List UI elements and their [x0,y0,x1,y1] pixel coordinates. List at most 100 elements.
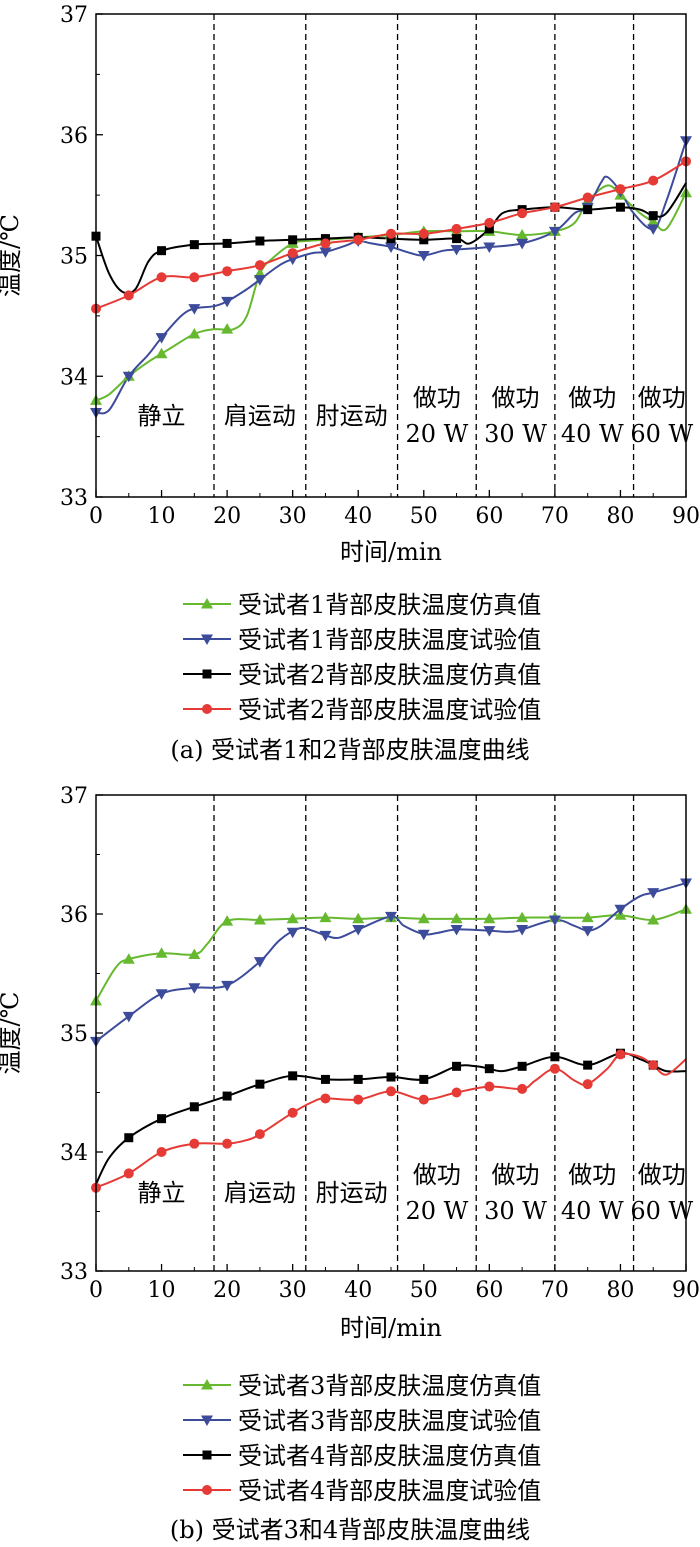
data-point-circle [549,1063,560,1074]
data-point-triangle-up [516,228,529,240]
data-point-square [189,1102,199,1112]
data-point-triangle-down [221,980,234,992]
data-point-square [550,1052,560,1062]
data-point-circle [287,248,298,259]
data-point-triangle-down [253,957,266,968]
x-tick-label: 40 [344,1278,372,1303]
data-point-square [189,240,199,250]
data-point-circle [648,175,659,186]
data-point-square [583,205,593,215]
data-point-square [255,1079,265,1089]
phase-label: 静立 [138,402,186,430]
phase-label: 做功 [413,384,461,412]
data-point-circle [615,184,626,195]
data-point-triangle-up [352,912,365,924]
phase-label: 40 W [561,1197,624,1225]
y-axis-title: 温度/℃ [0,214,24,297]
x-tick-label: 0 [89,504,103,529]
data-point-square [452,234,462,244]
data-point-triangle-down [417,929,430,941]
data-point-triangle-up [188,948,201,959]
phase-label: 30 W [484,420,547,448]
data-point-square [615,202,625,212]
x-tick-label: 60 [475,504,503,529]
x-tick-label: 20 [213,1278,241,1303]
data-point-square [484,224,494,234]
data-point-triangle-down [188,304,201,315]
phase-label: 做功 [638,384,686,412]
data-point-triangle-up [201,598,213,609]
x-tick-label: 60 [475,1278,503,1303]
data-point-triangle-up [221,323,234,334]
x-tick-label: 70 [541,1278,569,1303]
phase-label: 60 W [630,420,693,448]
x-axis-title: 时间/min [340,1314,442,1342]
data-point-square [202,669,212,679]
y-tick-label: 35 [60,1022,88,1047]
data-point-square [124,1133,134,1143]
data-point-circle [202,704,212,714]
y-tick-label: 34 [60,365,88,390]
data-point-square [222,238,232,248]
x-tick-label: 90 [672,1278,700,1303]
data-point-triangle-down [581,926,594,937]
phase-label: 肩运动 [224,402,296,430]
figure-caption: (a) 受试者1和2背部皮肤温度曲线 [170,736,529,764]
phase-label: 做功 [568,384,616,412]
data-point-circle [582,1079,593,1090]
data-point-triangle-down [385,242,397,254]
data-point-triangle-down [122,371,135,383]
phase-label: 肩运动 [224,1179,296,1207]
data-point-circle [418,1094,429,1105]
series-line [95,184,687,402]
legend-entry: 受试者1背部皮肤温度仿真值 [238,591,541,619]
data-point-square [157,1114,167,1124]
y-tick-label: 37 [60,784,88,809]
series-line [95,908,687,1002]
data-point-square [353,1074,363,1084]
data-point-triangle-down [201,1415,213,1426]
data-point-circle [156,272,167,283]
data-point-circle [123,290,134,301]
data-point-triangle-up [188,327,201,339]
phase-label: 20 W [405,1197,468,1225]
series-line [95,140,687,415]
x-tick-label: 10 [148,504,176,529]
data-point-square [419,1074,429,1084]
y-axis-title: 温度/℃ [0,992,24,1075]
data-point-circle [254,260,265,271]
data-point-square [419,235,429,245]
data-point-circle [386,1086,396,1097]
data-point-circle [451,1087,462,1098]
x-tick-label: 50 [410,504,438,529]
phase-label: 60 W [630,1197,693,1225]
x-tick-label: 30 [279,1278,307,1303]
data-point-triangle-down [483,926,496,937]
data-point-triangle-down [647,888,660,899]
y-tick-label: 35 [60,245,88,270]
data-point-triangle-up [581,911,594,923]
legend-entry: 受试者2背部皮肤温度试验值 [238,696,541,724]
data-point-triangle-down [319,247,332,258]
data-point-triangle-down [221,296,234,308]
x-tick-label: 90 [672,504,700,529]
data-point-triangle-up [201,1379,213,1390]
data-point-triangle-down [286,254,299,266]
x-axis-title: 时间/min [340,538,442,566]
phase-label: 30 W [484,1197,547,1225]
data-point-circle [648,1060,659,1071]
data-point-triangle-up [516,911,529,923]
data-point-triangle-up [286,912,299,924]
x-tick-label: 50 [410,1278,438,1303]
x-tick-label: 10 [148,1278,176,1303]
data-point-triangle-down [647,224,660,235]
data-point-circle [517,208,528,219]
data-point-triangle-down [188,983,201,994]
data-point-circle [353,234,364,245]
data-point-triangle-down [548,915,561,926]
y-tick-label: 33 [60,1260,88,1285]
data-point-triangle-up [647,215,660,227]
data-point-triangle-up [122,953,135,964]
